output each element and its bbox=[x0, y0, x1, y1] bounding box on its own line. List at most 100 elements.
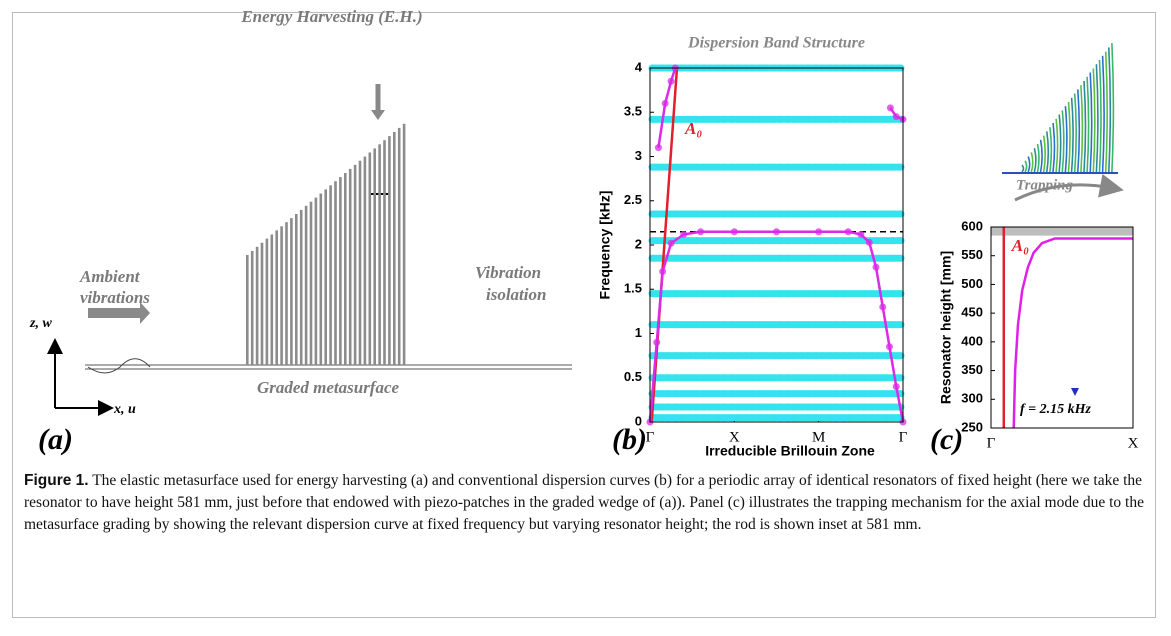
series-line bbox=[1012, 237, 1133, 429]
left-label: Ambient bbox=[79, 267, 141, 286]
rod bbox=[250, 250, 254, 365]
y-axis-label: Resonator height [mm] bbox=[938, 251, 954, 404]
rod bbox=[246, 255, 249, 365]
inset-rod bbox=[1067, 101, 1071, 173]
rod bbox=[290, 218, 293, 365]
y-tick-label: 1.5 bbox=[624, 281, 642, 296]
y-tick-label: 0 bbox=[635, 413, 642, 428]
x-tick-label: M bbox=[812, 429, 825, 445]
x-axis-label: Irreducible Brillouin Zone bbox=[705, 443, 875, 459]
series-marker bbox=[667, 239, 675, 247]
series-marker bbox=[892, 113, 900, 121]
rod bbox=[383, 140, 386, 365]
rod bbox=[260, 242, 264, 365]
y-tick-label: 600 bbox=[961, 218, 983, 233]
inset-rod bbox=[1024, 160, 1028, 173]
rod bbox=[265, 238, 269, 365]
rod bbox=[358, 160, 362, 365]
top-label: Energy Harvesting (E.H.) bbox=[240, 7, 422, 26]
bottom-label: Graded metasurface bbox=[257, 378, 400, 397]
figure: Energy Harvesting (E.H.) Ambient vibrati… bbox=[29, 7, 1139, 459]
caption-text: The elastic metasurface used for energy … bbox=[24, 472, 1144, 533]
rod bbox=[329, 185, 332, 365]
y-tick-label: 3 bbox=[635, 148, 642, 163]
inset-rod bbox=[1030, 152, 1034, 173]
annotation: f = 2.15 kHz bbox=[1020, 402, 1092, 417]
series-marker bbox=[653, 338, 661, 346]
inset-rod bbox=[1111, 43, 1115, 173]
inset-rod bbox=[1046, 131, 1050, 173]
y-axis-label: Frequency [kHz] bbox=[597, 191, 613, 300]
panel-a-drawing: Energy Harvesting (E.H.) Ambient vibrati… bbox=[29, 7, 572, 456]
series-marker bbox=[697, 228, 705, 236]
chart-title: Dispersion Band Structure bbox=[687, 35, 865, 52]
rod bbox=[393, 132, 396, 365]
rod bbox=[314, 197, 318, 365]
y-tick-label: 500 bbox=[961, 276, 983, 291]
inset-rod bbox=[1055, 118, 1059, 173]
caption: Figure 1. The elastic metasurface used f… bbox=[24, 470, 1146, 536]
wave bbox=[87, 358, 151, 374]
series-marker bbox=[892, 383, 900, 391]
series-line bbox=[657, 67, 677, 148]
series-marker bbox=[661, 99, 669, 107]
y-tick-label: 250 bbox=[961, 419, 983, 434]
rod bbox=[295, 214, 298, 365]
inset-rod bbox=[1108, 47, 1112, 173]
inset-rod bbox=[1042, 135, 1046, 173]
left-label: vibrations bbox=[80, 288, 150, 307]
x-tick-label: Γ bbox=[646, 429, 655, 445]
series-marker bbox=[815, 228, 823, 236]
y-tick-label: 550 bbox=[961, 247, 983, 262]
rod bbox=[402, 123, 406, 365]
series-marker bbox=[857, 230, 865, 238]
right-label: isolation bbox=[486, 285, 546, 304]
x-tick-label: Γ bbox=[899, 429, 908, 445]
inset-rod bbox=[1036, 143, 1040, 173]
y-tick-label: 0.5 bbox=[624, 369, 642, 384]
inset-rod bbox=[1086, 76, 1090, 173]
series-marker bbox=[886, 104, 894, 112]
series-marker bbox=[844, 228, 852, 236]
inset-rod bbox=[1080, 85, 1084, 173]
eh-arrowhead bbox=[371, 110, 385, 120]
series-marker bbox=[654, 144, 662, 152]
caption-label: Figure 1. bbox=[24, 472, 89, 489]
inset-rod bbox=[1077, 89, 1081, 173]
rod bbox=[324, 189, 327, 365]
rod bbox=[255, 246, 259, 365]
rod bbox=[378, 144, 381, 365]
plot-frame bbox=[990, 226, 1134, 429]
inset-rod bbox=[1064, 106, 1068, 173]
plot-frame bbox=[649, 67, 904, 423]
y-tick-label: 400 bbox=[961, 333, 983, 348]
rod bbox=[344, 173, 347, 365]
y-tick-label: 4 bbox=[635, 59, 643, 74]
inset-rod bbox=[1033, 148, 1037, 173]
inset-rod bbox=[1058, 114, 1062, 173]
rod bbox=[334, 181, 337, 365]
trapping-inset bbox=[1002, 43, 1124, 396]
inset-rod bbox=[1092, 68, 1096, 173]
axis-z-label: z, w bbox=[29, 316, 52, 331]
panel-label: (c) bbox=[930, 423, 963, 456]
rod bbox=[285, 222, 288, 365]
rod bbox=[270, 234, 274, 365]
y-tick-label: 2 bbox=[635, 236, 642, 251]
rod bbox=[388, 136, 391, 365]
panel-label: (a) bbox=[38, 423, 73, 456]
colorbar-arrowhead bbox=[1071, 388, 1079, 396]
series-label: A₀ bbox=[1011, 236, 1029, 255]
rod bbox=[373, 148, 376, 365]
y-tick-label: 2.5 bbox=[624, 192, 642, 207]
axis-x-label: x, u bbox=[113, 402, 136, 417]
y-tick-label: 1 bbox=[635, 325, 642, 340]
series-marker bbox=[730, 228, 738, 236]
inset-rod bbox=[1083, 80, 1087, 173]
rod bbox=[339, 177, 342, 365]
rod bbox=[280, 226, 283, 365]
rod bbox=[363, 156, 367, 365]
x-tick-label: Γ bbox=[987, 435, 996, 451]
rod bbox=[304, 205, 308, 365]
